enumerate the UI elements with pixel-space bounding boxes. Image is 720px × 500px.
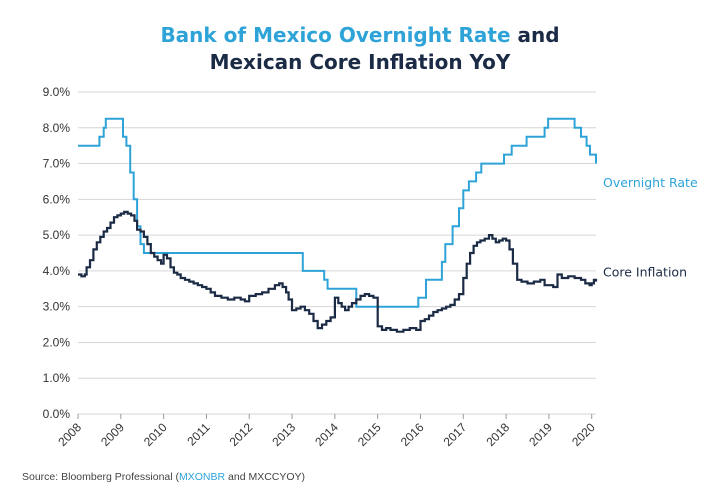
x-tick-label: 2011 <box>184 420 212 448</box>
overnight-rate-line <box>78 117 597 308</box>
source-link[interactable]: MXONBR <box>179 471 226 483</box>
x-tick-label: 2009 <box>98 420 127 449</box>
series-labels: Overnight Rate Core Inflation <box>603 175 698 280</box>
title-line-2: Mexican Core Inflation YoY <box>209 50 511 74</box>
source-suffix: and MXCCYOY) <box>225 471 306 483</box>
y-tick-label: 1.0% <box>43 371 71 385</box>
title-connector: and <box>510 23 560 47</box>
y-tick-label: 5.0% <box>43 228 71 242</box>
y-axis-ticks: 0.0% 1.0% 2.0% 3.0% 4.0% 5.0% 6.0% 7.0% 8.0% 9.0% <box>43 85 71 421</box>
core-inflation-label: Core Inflation <box>603 265 687 280</box>
x-tick-label: 2017 <box>441 420 470 449</box>
y-tick-label: 2.0% <box>43 335 71 349</box>
y-tick-label: 0.0% <box>43 407 71 421</box>
x-tick-label: 2014 <box>312 420 341 449</box>
grid-lines <box>78 91 596 415</box>
x-tick-label: 2018 <box>483 420 512 449</box>
series-layer <box>78 117 598 333</box>
chart-title: Bank of Mexico Overnight Rate and Mexica… <box>0 22 720 76</box>
core-inflation-line <box>78 210 598 333</box>
x-tick-label: 2016 <box>398 420 427 449</box>
y-tick-label: 6.0% <box>43 192 71 206</box>
source-prefix: Source: Bloomberg Professional ( <box>22 471 179 483</box>
x-tick-label: 2019 <box>526 420 555 449</box>
overnight-rate-label: Overnight Rate <box>603 175 698 190</box>
source-note: Source: Bloomberg Professional (MXONBR a… <box>22 471 305 483</box>
x-tick-label: 2010 <box>141 420 170 449</box>
x-tick-label: 2013 <box>269 420 298 449</box>
x-tick-label: 2020 <box>569 420 598 449</box>
x-axis-ticks: 2008 2009 2010 2011 2012 2013 2014 2015 2016 2017… <box>55 414 598 449</box>
x-tick-label: 2012 <box>227 420 256 449</box>
y-tick-label: 8.0% <box>43 121 71 135</box>
title-highlight: Bank of Mexico Overnight Rate <box>160 23 511 47</box>
y-tick-label: 3.0% <box>43 300 71 314</box>
y-tick-label: 4.0% <box>43 264 71 278</box>
x-tick-label: 2008 <box>55 420 84 449</box>
x-tick-label: 2015 <box>355 420 384 449</box>
y-tick-label: 9.0% <box>43 85 71 99</box>
y-tick-label: 7.0% <box>43 157 71 171</box>
